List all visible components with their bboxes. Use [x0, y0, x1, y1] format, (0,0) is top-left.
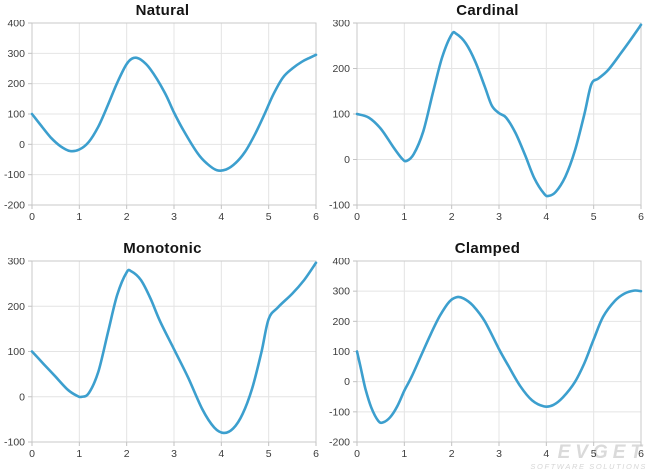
watermark-tagline: SOFTWARE SOLUTIONS — [530, 462, 647, 471]
svg-text:3: 3 — [171, 211, 177, 223]
svg-text:0: 0 — [344, 376, 350, 388]
svg-text:200: 200 — [332, 63, 350, 75]
chart-panel-clamped: Clamped -200 -100 0 100 200 300 400 0 1 2 3 4 5 6 — [325, 238, 650, 475]
svg-text:200: 200 — [332, 316, 350, 328]
svg-text:400: 400 — [7, 20, 25, 30]
svg-text:0: 0 — [29, 211, 35, 223]
chart-title-clamped: Clamped — [454, 240, 521, 257]
chart-panel-natural: Natural -200 -100 0 100 200 300 400 0 1 2 3 4 5 6 — [0, 0, 325, 238]
cardinal-plot-canvas: -100 0 100 200 300 0 1 2 3 4 5 6 — [329, 20, 644, 223]
svg-text:6: 6 — [313, 211, 319, 223]
svg-text:300: 300 — [332, 20, 350, 30]
chart-panel-monotonic: Monotonic -100 0 100 200 300 0 1 2 3 4 5 6 — [0, 238, 325, 475]
svg-text:0: 0 — [19, 139, 25, 151]
svg-text:-100: -100 — [4, 169, 25, 181]
svg-text:1: 1 — [401, 211, 407, 223]
svg-text:3: 3 — [496, 211, 502, 223]
svg-text:-200: -200 — [4, 200, 25, 212]
svg-text:300: 300 — [7, 48, 25, 60]
svg-text:300: 300 — [332, 286, 350, 298]
svg-text:300: 300 — [7, 258, 25, 268]
svg-text:0: 0 — [354, 448, 360, 460]
watermark: EVGET SOFTWARE SOLUTIONS — [530, 442, 647, 472]
svg-text:400: 400 — [332, 258, 350, 268]
clamped-spline-series — [355, 289, 643, 425]
monotonic-axis-labels: -100 0 100 200 300 0 1 2 3 4 5 6 — [4, 258, 319, 460]
svg-text:1: 1 — [401, 448, 407, 460]
svg-text:5: 5 — [591, 448, 597, 460]
svg-text:6: 6 — [638, 211, 644, 223]
svg-text:1: 1 — [76, 211, 82, 223]
svg-text:100: 100 — [7, 346, 25, 358]
svg-text:5: 5 — [591, 211, 597, 223]
monotonic-plot-canvas: -100 0 100 200 300 0 1 2 3 4 5 6 — [4, 258, 319, 460]
cardinal-axis-labels: -100 0 100 200 300 0 1 2 3 4 5 6 — [329, 20, 644, 223]
watermark-brand-logo: EVGET — [557, 442, 647, 463]
natural-axis-labels: -200 -100 0 100 200 300 400 0 1 2 3 4 5 6 — [4, 20, 319, 223]
chart-title-monotonic: Monotonic — [123, 240, 202, 257]
svg-text:2: 2 — [449, 211, 455, 223]
svg-text:5: 5 — [266, 448, 272, 460]
svg-text:4: 4 — [543, 448, 549, 460]
svg-text:2: 2 — [124, 448, 130, 460]
chart-title-cardinal: Cardinal — [456, 2, 519, 19]
svg-text:3: 3 — [496, 448, 502, 460]
natural-plot-canvas: -200 -100 0 100 200 300 400 0 1 2 3 4 5 6 — [4, 20, 319, 223]
monotonic-spline-series — [30, 261, 318, 435]
svg-text:5: 5 — [266, 211, 272, 223]
svg-text:0: 0 — [344, 154, 350, 166]
svg-text:3: 3 — [171, 448, 177, 460]
svg-text:200: 200 — [7, 78, 25, 90]
svg-text:100: 100 — [7, 109, 25, 121]
svg-text:0: 0 — [29, 448, 35, 460]
clamped-plot-canvas: -200 -100 0 100 200 300 400 0 1 2 3 4 5 6 — [329, 258, 644, 460]
svg-text:6: 6 — [313, 448, 319, 460]
svg-text:6: 6 — [638, 448, 644, 460]
svg-text:-200: -200 — [329, 437, 350, 449]
svg-text:0: 0 — [19, 391, 25, 403]
svg-text:-100: -100 — [329, 406, 350, 418]
natural-tick-marks — [28, 22, 317, 209]
svg-text:2: 2 — [124, 211, 130, 223]
svg-text:4: 4 — [543, 211, 549, 223]
monotonic-tick-marks — [28, 260, 317, 446]
svg-text:2: 2 — [449, 448, 455, 460]
clamped-axis-labels: -200 -100 0 100 200 300 400 0 1 2 3 4 5 6 — [329, 258, 644, 460]
svg-text:-100: -100 — [4, 437, 25, 449]
svg-text:100: 100 — [332, 346, 350, 358]
svg-text:1: 1 — [76, 448, 82, 460]
cardinal-tick-marks — [353, 22, 642, 209]
natural-spline-series — [30, 53, 318, 172]
svg-text:4: 4 — [218, 211, 224, 223]
svg-text:-100: -100 — [329, 200, 350, 212]
chart-title-natural: Natural — [135, 2, 190, 19]
clamped-tick-marks — [353, 260, 642, 446]
chart-panel-cardinal: Cardinal -100 0 100 200 300 0 1 2 3 4 5 6 — [325, 0, 650, 238]
svg-text:4: 4 — [218, 448, 224, 460]
cardinal-spline-series — [355, 23, 643, 198]
svg-text:100: 100 — [332, 109, 350, 121]
svg-text:200: 200 — [7, 301, 25, 313]
svg-text:0: 0 — [354, 211, 360, 223]
